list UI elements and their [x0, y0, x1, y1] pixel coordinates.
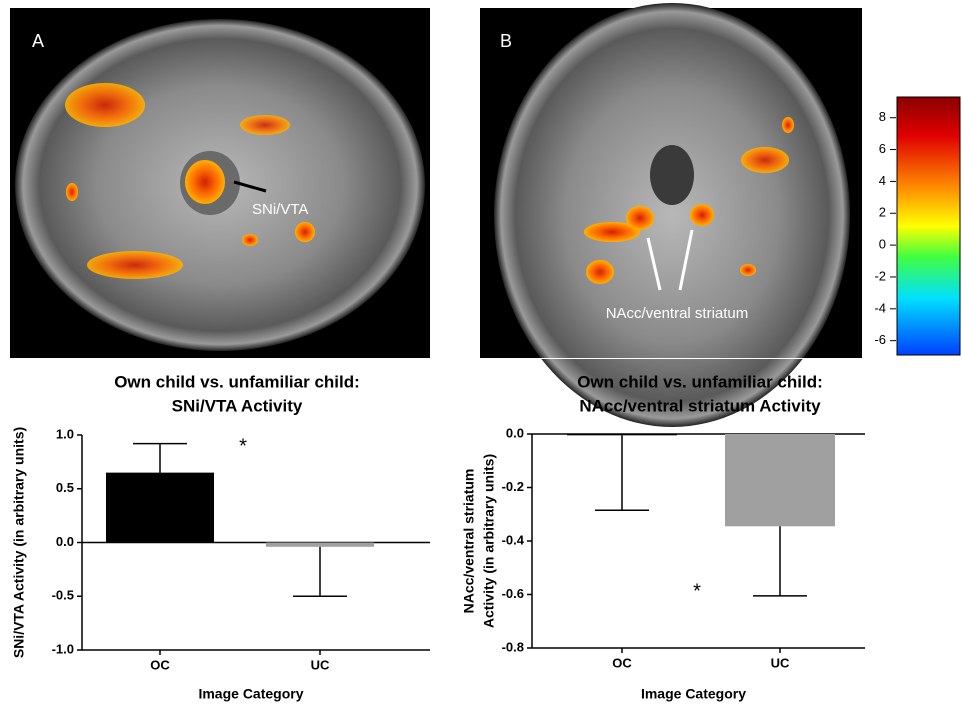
activation [242, 234, 258, 246]
chart-title: NAcc/ventral striatum Activity [579, 396, 821, 415]
brain-coronal [494, 3, 850, 427]
panel-label: B [500, 31, 512, 51]
activation [586, 260, 614, 284]
annotation: * [239, 435, 247, 457]
x-tick-label: UC [771, 655, 790, 670]
x-tick-label: UC [311, 657, 330, 672]
x-tick-label: OC [150, 657, 170, 672]
edge [480, 358, 862, 359]
region-label: SNi/VTA [252, 201, 308, 218]
y-tick-label: -0.8 [502, 639, 524, 654]
colorbar-tick-label: -2 [874, 268, 886, 283]
activation [295, 222, 315, 242]
x-tick-label: OC [612, 655, 632, 670]
y-tick-label: -0.6 [502, 586, 524, 601]
colorbar-tick-label: -4 [874, 300, 886, 315]
activation [626, 206, 654, 230]
colorbar [897, 97, 960, 355]
y-axis-label: SNi/VTA Activity (in arbitrary units) [11, 427, 27, 658]
activation [87, 251, 183, 279]
activation [185, 160, 225, 204]
y-tick-label: -0.2 [502, 479, 524, 494]
y-tick-label: -0.5 [52, 588, 74, 603]
activation [240, 115, 290, 135]
figure: A SNi/VTA B NAcc/ventral striatum 8 6 4 2 0 -… [0, 0, 962, 708]
bar [725, 434, 835, 526]
x-axis-label: Image Category [641, 686, 746, 702]
y-tick-label: 0.5 [56, 480, 74, 495]
chart-title: Own child vs. unfamiliar child: [577, 372, 823, 391]
panel-label: A [32, 31, 44, 51]
region-label: NAcc/ventral striatum [606, 305, 749, 322]
colorbar-tick-label: 4 [879, 173, 886, 188]
bar [266, 543, 374, 547]
colorbar-tick-label: 0 [879, 237, 886, 252]
x-axis-label: Image Category [198, 686, 303, 702]
activation [66, 183, 78, 201]
panel-b: B NAcc/ventral striatum [480, 3, 862, 427]
activation [740, 264, 756, 276]
y-tick-label: -1.0 [52, 641, 74, 656]
chart-title: SNi/VTA Activity [172, 396, 303, 415]
y-tick-label: 1.0 [56, 426, 74, 441]
y-tick-label: 0.0 [506, 425, 524, 440]
activation [741, 147, 789, 173]
colorbar-tick-label: 8 [879, 109, 886, 124]
bar [106, 473, 214, 543]
activation [65, 83, 145, 127]
colorbar-tick-label: 2 [879, 205, 886, 220]
activation [690, 204, 714, 226]
bar [567, 434, 677, 435]
colorbar-tick-label: 6 [879, 141, 886, 156]
y-axis-label: Activity (in arbitrary units) [481, 454, 497, 628]
y-tick-label: 0.0 [56, 534, 74, 549]
colorbar-tick-label: -6 [874, 332, 886, 347]
activation [782, 117, 794, 133]
chart-title: Own child vs. unfamiliar child: [114, 372, 360, 391]
y-tick-label: -0.4 [502, 532, 525, 547]
annotation: * [693, 580, 701, 602]
y-axis-label: NAcc/ventral striatum [461, 469, 477, 614]
ventricle [650, 145, 694, 205]
panel-a: A SNi/VTA [10, 8, 430, 358]
